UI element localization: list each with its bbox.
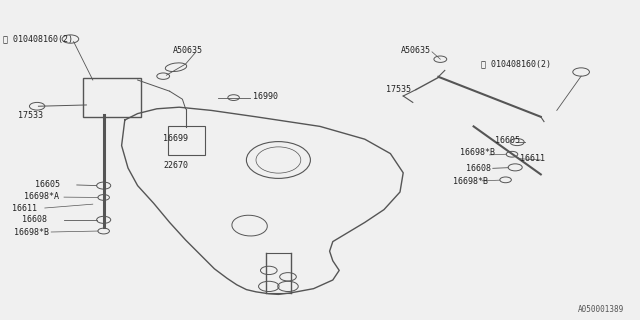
Text: A050001389: A050001389 bbox=[578, 305, 624, 314]
Text: 16605: 16605 bbox=[35, 180, 60, 189]
Text: 16608: 16608 bbox=[466, 164, 491, 173]
Text: 16608: 16608 bbox=[22, 215, 47, 224]
Text: 16611: 16611 bbox=[520, 154, 545, 163]
Text: 16605: 16605 bbox=[495, 136, 520, 145]
Text: 16698*A: 16698*A bbox=[24, 192, 60, 201]
Text: 17533: 17533 bbox=[18, 111, 43, 120]
Text: 16698*B: 16698*B bbox=[453, 177, 488, 186]
Text: Ⓑ 010408160(2): Ⓑ 010408160(2) bbox=[481, 59, 551, 68]
Text: A50635: A50635 bbox=[173, 46, 203, 55]
Text: 16611: 16611 bbox=[12, 204, 36, 212]
Text: Ⓑ 010408160(2): Ⓑ 010408160(2) bbox=[3, 35, 73, 44]
Text: 16698*B: 16698*B bbox=[460, 148, 495, 157]
Text: 16990: 16990 bbox=[253, 92, 278, 100]
Text: 22670: 22670 bbox=[163, 161, 188, 170]
Text: 16698*B: 16698*B bbox=[14, 228, 49, 237]
Text: A50635: A50635 bbox=[401, 46, 431, 55]
Text: 17535: 17535 bbox=[386, 85, 411, 94]
Text: 16699: 16699 bbox=[163, 134, 188, 143]
